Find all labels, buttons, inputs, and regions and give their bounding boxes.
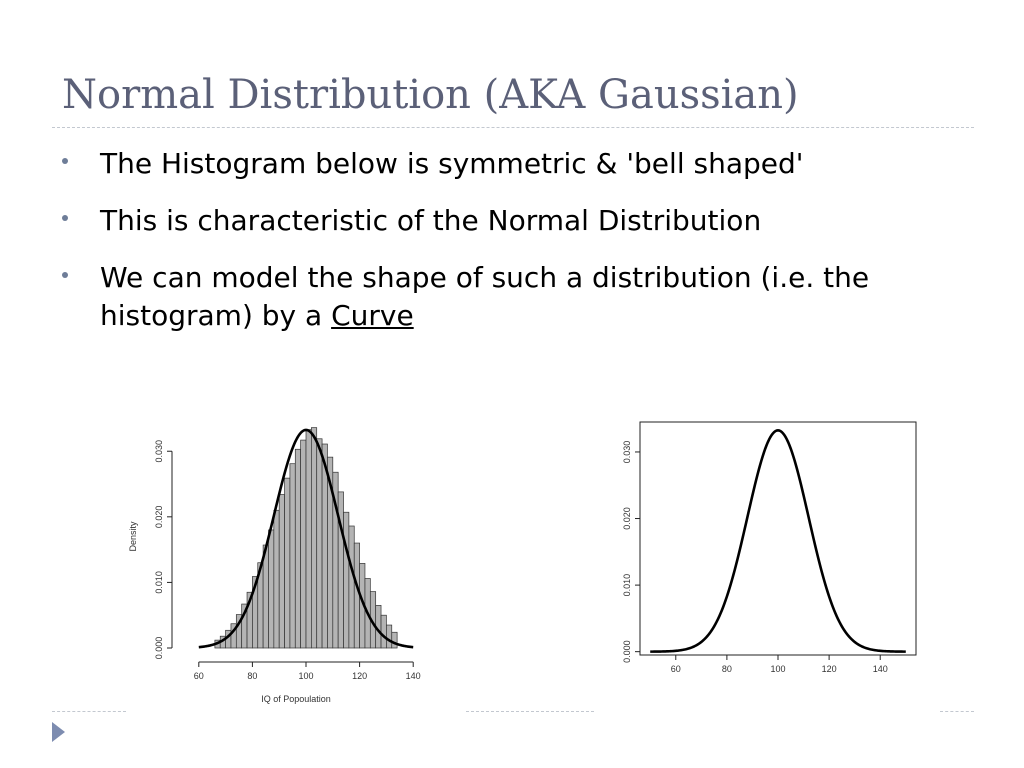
histogram-bar — [268, 529, 275, 649]
bullet-item: We can model the shape of such a distrib… — [62, 259, 962, 335]
bullet-dot-icon — [62, 215, 68, 221]
y-tick-label: 0.020 — [154, 506, 164, 529]
normal-curve-svg: 60 80 100 120 140 0.000 0.010 0.020 0.030 — [622, 421, 917, 674]
histogram-bar — [305, 429, 312, 649]
y-tick-label: 0.030 — [622, 441, 632, 464]
bullet-text: This is characteristic of the Normal Dis… — [100, 204, 762, 237]
footer-divider-left — [52, 711, 126, 712]
title-divider — [52, 127, 974, 128]
x-tick-label: 120 — [352, 671, 367, 681]
x-tick-label: 60 — [671, 664, 681, 674]
plot-frame — [639, 421, 917, 656]
histogram-bar — [343, 511, 350, 649]
curve-emphasis: Curve — [331, 299, 414, 332]
play-arrow-icon[interactable] — [52, 722, 65, 742]
histogram-bar — [289, 463, 296, 649]
histogram-bar — [348, 525, 355, 649]
bullet-item: This is characteristic of the Normal Dis… — [62, 202, 962, 240]
y-tick-label: 0.020 — [622, 507, 632, 530]
y-tick-label: 0.010 — [622, 574, 632, 597]
histogram-bar — [311, 427, 318, 649]
x-tick-label: 140 — [873, 664, 888, 674]
x-tick-label: 60 — [194, 671, 204, 681]
x-tick-label: 80 — [247, 671, 257, 681]
bullet-dot-icon — [62, 158, 68, 164]
histogram-chart: 60 80 100 120 140 0.000 0.010 0.020 0.030 IQ of P… — [128, 380, 450, 720]
bullet-text: The Histogram below is symmetric & 'bell… — [100, 147, 804, 180]
histogram-bar — [300, 439, 307, 649]
normal-curve-chart: 60 80 100 120 140 0.000 0.010 0.020 0.030 — [600, 400, 930, 705]
y-axis-label: Density — [128, 521, 138, 552]
density-curve-line — [650, 429, 906, 653]
y-tick-label: 0.010 — [154, 571, 164, 594]
y-tick-label: 0.030 — [154, 440, 164, 463]
histogram-bar — [284, 477, 291, 649]
x-axis-label: IQ of Popoulation — [261, 694, 331, 704]
x-tick-label: 80 — [722, 664, 732, 674]
bullet-text: We can model the shape of such a distrib… — [100, 261, 870, 332]
histogram-bar — [353, 542, 360, 649]
bullet-item: The Histogram below is symmetric & 'bell… — [62, 145, 962, 183]
histogram-bar — [391, 631, 398, 649]
histogram-bar — [278, 494, 285, 649]
histogram-bar — [294, 448, 301, 649]
y-tick-label: 0.000 — [622, 640, 632, 663]
density-curve-line — [198, 428, 414, 649]
y-tick-label: 0.000 — [154, 637, 164, 660]
footer-divider-right — [940, 711, 974, 712]
histogram-svg: 60 80 100 120 140 0.000 0.010 0.020 0.030 IQ of P… — [128, 427, 421, 704]
histogram-bar — [316, 438, 323, 649]
x-tick-label: 100 — [298, 671, 313, 681]
histogram-bar — [273, 509, 280, 649]
bullet-dot-icon — [62, 272, 68, 278]
histogram-bar — [262, 544, 269, 649]
bullet-list: The Histogram below is symmetric & 'bell… — [62, 145, 962, 354]
histogram-bar — [386, 624, 393, 649]
x-tick-label: 140 — [406, 671, 421, 681]
x-tick-label: 100 — [770, 664, 785, 674]
slide-title: Normal Distribution (AKA Gaussian) — [62, 72, 799, 118]
footer-divider-middle — [466, 711, 594, 712]
histogram-bar — [380, 614, 387, 649]
x-tick-label: 120 — [822, 664, 837, 674]
